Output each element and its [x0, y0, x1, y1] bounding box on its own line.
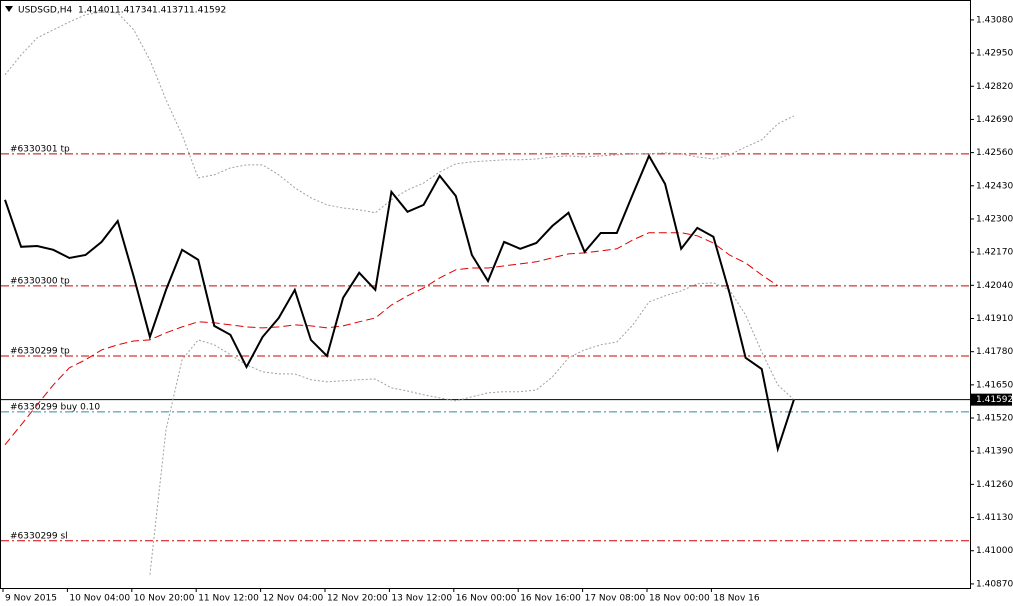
y-tick-label: 1.41000 [976, 546, 1013, 556]
y-tick-label: 1.42950 [976, 49, 1013, 59]
y-tick-label: 1.41130 [976, 513, 1013, 523]
open-price: 1.41401 [78, 6, 115, 16]
symbol-title: USDSGD,H4 [18, 6, 72, 16]
y-tick-label: 1.42040 [976, 281, 1013, 291]
high-price: 1.41734 [115, 6, 152, 16]
y-tick-label: 1.42690 [976, 115, 1013, 125]
low-price: 1.41371 [152, 6, 189, 16]
series-line [4, 11, 795, 214]
y-tick-label: 1.42170 [976, 248, 1013, 258]
menu-triangle [5, 6, 13, 12]
y-tick-label: 1.41260 [976, 480, 1013, 490]
x-tick-label: 12 Nov 04:00 [263, 594, 324, 604]
y-tick-label: 1.41780 [976, 347, 1013, 357]
y-tick-label: 1.41650 [976, 380, 1013, 390]
order-label: #6330299 buy 0.10 [10, 402, 100, 412]
y-tick-label: 1.42560 [976, 148, 1013, 158]
y-tick-label: 1.43080 [976, 15, 1013, 25]
series-line [4, 153, 795, 453]
x-tick-label: 18 Nov 16 [713, 594, 759, 604]
bid-box [970, 393, 1012, 406]
order-label: #6330300 tp [10, 276, 70, 286]
x-tick-label: 11 Nov 12:00 [198, 594, 259, 604]
x-tick-label: 12 Nov 20:00 [327, 594, 388, 604]
x-tick-label: 17 Nov 08:00 [585, 594, 646, 604]
y-tick-label: 1.42820 [976, 82, 1013, 92]
y-tick-label: 1.42430 [976, 181, 1013, 191]
series-line [149, 282, 795, 575]
x-tick-label: 18 Nov 00:00 [649, 594, 710, 604]
y-tick-label: 1.41390 [976, 447, 1013, 457]
x-tick-label: 16 Nov 16:00 [520, 594, 581, 604]
order-label: #6330299 sl [10, 531, 68, 541]
x-tick-label: 9 Nov 2015 [5, 594, 57, 604]
y-tick-label: 1.42300 [976, 214, 1013, 224]
y-tick-label: 1.41910 [976, 314, 1013, 324]
x-tick-label: 13 Nov 12:00 [391, 594, 452, 604]
order-label: #6330299 tp [10, 347, 70, 357]
header: USDSGD,H4 1.41401 1.41734 1.41371 1.4159… [18, 6, 226, 16]
order-label: #6330301 tp [10, 144, 70, 154]
x-tick-label: 16 Nov 00:00 [456, 594, 517, 604]
series-line [4, 232, 779, 446]
plot-frame [0, 0, 971, 589]
x-tick-label: 10 Nov 04:00 [69, 594, 130, 604]
y-tick-label: 1.41520 [976, 414, 1013, 424]
close-price: 1.41592 [189, 6, 226, 16]
bid-label: 1.41592 [976, 395, 1013, 405]
x-tick-label: 10 Nov 20:00 [134, 594, 195, 604]
y-tick-label: 1.40870 [976, 579, 1013, 589]
